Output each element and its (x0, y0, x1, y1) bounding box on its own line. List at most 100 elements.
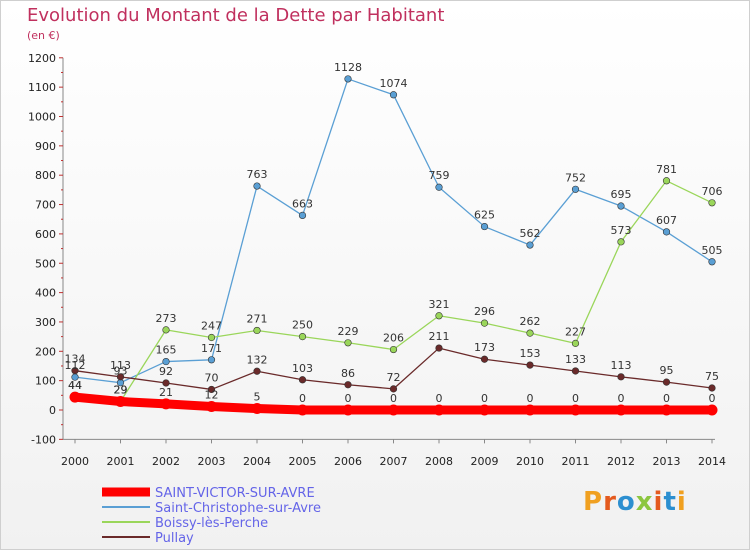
data-point (297, 404, 308, 416)
data-label: 0 (572, 392, 579, 405)
data-point (207, 333, 216, 342)
data-label: 0 (709, 392, 716, 405)
data-label: 763 (247, 168, 268, 181)
data-point (298, 211, 307, 220)
data-label: 112 (65, 359, 86, 372)
data-point (526, 329, 534, 337)
data-point (706, 404, 718, 416)
data-point (344, 75, 352, 83)
data-label: 706 (702, 185, 723, 198)
x-tick-label: 2005 (289, 455, 317, 468)
y-tick-label: -100 (31, 433, 56, 446)
y-tick-label: 900 (35, 140, 56, 153)
data-point (708, 258, 716, 266)
y-tick-label: 300 (35, 316, 56, 329)
data-point (435, 312, 443, 320)
data-point (251, 403, 263, 415)
data-label: 93 (114, 365, 128, 378)
data-point (662, 378, 671, 386)
data-point (480, 355, 489, 363)
chart-subtitle: (en €) (27, 29, 60, 42)
data-label: 0 (481, 392, 488, 405)
data-point (162, 379, 170, 387)
y-tick-label: 1200 (28, 52, 56, 65)
x-tick-label: 2012 (607, 455, 635, 468)
data-label: 321 (429, 298, 450, 311)
data-label: 103 (292, 362, 313, 375)
data-label: 72 (387, 371, 401, 384)
data-point (526, 241, 534, 249)
data-point (116, 373, 125, 381)
data-label: 1074 (380, 77, 408, 90)
data-label: 663 (292, 197, 313, 210)
data-label: 44 (68, 379, 82, 392)
x-tick-label: 2010 (516, 455, 544, 468)
y-tick-label: 600 (35, 228, 56, 241)
data-point (389, 91, 398, 99)
x-tick-label: 2007 (380, 455, 408, 468)
data-point (253, 182, 261, 190)
y-tick-label: 400 (35, 287, 56, 300)
data-point (342, 404, 354, 416)
data-label: 0 (390, 392, 397, 405)
data-point (617, 202, 625, 210)
x-tick-label: 2002 (152, 455, 180, 468)
data-label: 227 (565, 325, 586, 338)
data-point (571, 339, 580, 347)
y-tick-label: 500 (35, 257, 56, 270)
data-point (571, 367, 580, 375)
data-label: 0 (527, 392, 534, 405)
y-tick-label: 800 (35, 169, 56, 182)
data-label: 296 (474, 305, 495, 318)
data-point (162, 357, 170, 366)
data-label: 165 (156, 344, 177, 357)
data-label: 250 (292, 319, 313, 332)
data-point (524, 404, 536, 416)
data-point (708, 384, 716, 392)
data-label: 44 (68, 379, 82, 392)
data-point (69, 391, 81, 403)
data-label: 173 (474, 341, 495, 354)
data-point (570, 404, 581, 416)
data-label: 29 (114, 383, 128, 396)
x-tick-label: 2001 (107, 455, 135, 468)
data-label: 759 (429, 169, 450, 182)
data-label: 625 (474, 209, 495, 222)
data-label: 29 (114, 383, 128, 396)
x-tick-label: 2013 (653, 455, 681, 468)
data-point (253, 326, 261, 335)
chart-title: Evolution du Montant de la Dette par Hab… (27, 5, 445, 26)
proxiti-logo: Proxiti (583, 487, 687, 517)
data-label: 607 (656, 214, 677, 227)
data-point (617, 238, 625, 246)
x-tick-label: 2011 (562, 455, 590, 468)
data-label: 229 (338, 325, 359, 338)
data-point (389, 345, 398, 354)
data-label: 21 (159, 386, 173, 399)
data-label: 153 (520, 347, 541, 360)
data-label: 562 (520, 227, 541, 240)
x-tick-label: 2004 (243, 455, 271, 468)
y-tick-label: 1000 (28, 111, 56, 124)
y-tick-label: 0 (49, 404, 56, 417)
data-point (662, 228, 671, 236)
data-label: 86 (341, 367, 355, 380)
data-point (708, 199, 716, 207)
x-tick-label: 2008 (425, 455, 453, 468)
x-tick-label: 2014 (698, 455, 726, 468)
data-label: 781 (656, 163, 677, 176)
x-tick-label: 2000 (61, 455, 89, 468)
data-point (615, 404, 627, 416)
data-point (571, 185, 580, 193)
data-point (435, 183, 443, 191)
x-tick-label: 2003 (198, 455, 226, 468)
data-label: 113 (110, 359, 131, 372)
data-label: 262 (520, 315, 541, 328)
legend-label-saint-victor-sur-avre: SAINT-VICTOR-SUR-AVRE (155, 486, 315, 501)
data-point (206, 400, 217, 412)
data-point (661, 404, 672, 416)
data-point (115, 395, 126, 407)
data-label: 752 (565, 171, 586, 184)
